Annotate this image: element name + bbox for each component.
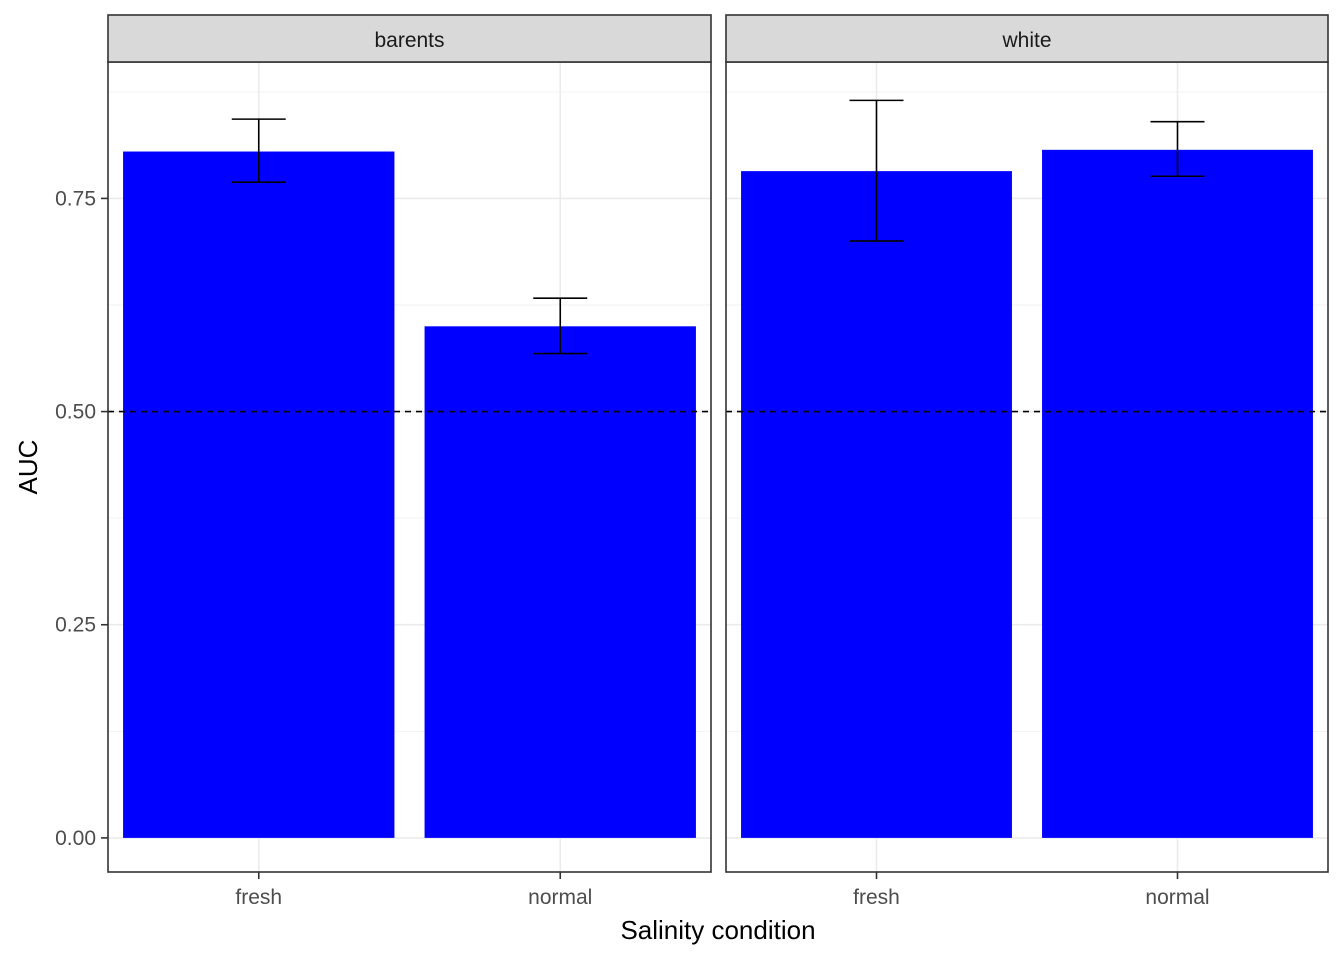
error-bar-barents-normal [533, 297, 588, 355]
bar-barents-fresh [123, 151, 395, 838]
y-axis: 0.00 0.25 0.50 0.75 [55, 187, 108, 850]
y-axis-title: AUC [13, 440, 43, 495]
x-tick-label: normal [1145, 886, 1209, 909]
y-tick-label: 0.50 [55, 401, 96, 424]
error-bar-white-normal [1150, 120, 1205, 178]
facet-strip-label: barents [374, 29, 444, 52]
x-axis: fresh normal fresh normal [235, 872, 1210, 909]
facet-strip [107, 14, 712, 63]
facet-panel-barents: barents [107, 14, 712, 873]
bar-white-normal [1042, 149, 1313, 838]
facet-panel-white: white [725, 14, 1329, 873]
facet-panels: barents white [107, 14, 1329, 873]
x-axis-title: Salinity condition [620, 915, 815, 945]
bar-barents-normal [424, 326, 696, 838]
error-bar-white-fresh [849, 99, 904, 242]
error-bar-barents-fresh [231, 118, 286, 184]
x-tick-label: fresh [235, 886, 282, 909]
y-tick-label: 0.75 [55, 187, 96, 210]
y-tick-label: 0.00 [55, 827, 96, 850]
y-tick-label: 0.25 [55, 614, 96, 637]
facet-strip-label: white [1001, 29, 1051, 52]
x-tick-label: normal [528, 886, 592, 909]
x-tick-label: fresh [853, 886, 900, 909]
bar-white-fresh [741, 171, 1012, 838]
facet-strip [725, 14, 1329, 63]
